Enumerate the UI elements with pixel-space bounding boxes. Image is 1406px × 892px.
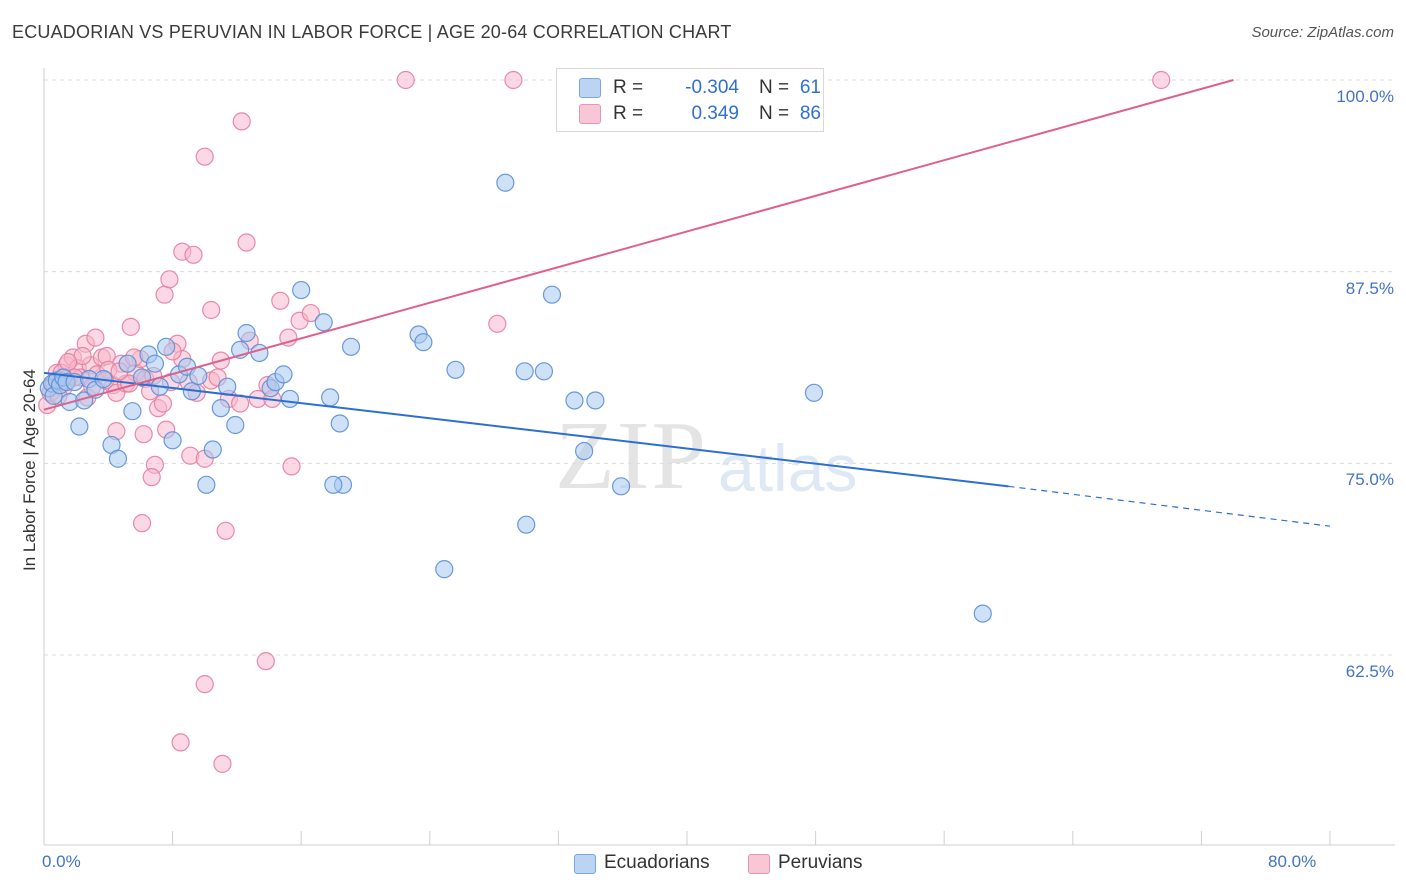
source-label: Source: ZipAtlas.com (1251, 24, 1394, 41)
y-tick-label: 87.5% (1345, 278, 1394, 298)
peruvian-point (121, 317, 140, 336)
peruvian-point (132, 514, 152, 533)
n-value-ecuadorians: 61 (799, 77, 821, 98)
ecuadorian-point (274, 365, 293, 384)
ecuadorian-point (70, 417, 89, 436)
peruvian-point (184, 245, 203, 264)
peruvian-point (86, 328, 105, 347)
peruvian-point (134, 425, 153, 444)
x-tick-label: 0.0% (42, 852, 81, 871)
peruvian-point (232, 112, 251, 131)
y-axis-label: In Labor Force | Age 20-64 (20, 369, 39, 571)
peruvian-point (195, 675, 214, 694)
peruvian-point (301, 303, 320, 323)
ecuadorian-point (973, 604, 992, 623)
peruvian-point (213, 754, 232, 773)
ecuadorian-point (123, 402, 142, 421)
ecuadorian-point (515, 362, 534, 381)
chart-title: ECUADORIAN VS PERUVIAN IN LABOR FORCE | … (12, 22, 732, 42)
ecuadorian-points (39, 173, 992, 623)
ecuadorian-point (611, 477, 631, 496)
ecuadorian-point (163, 431, 182, 450)
peruvian-trend-line (43, 79, 1234, 411)
ecuadorian-point (321, 388, 340, 407)
ecuadorian-point (189, 366, 208, 386)
ecuadorians-swatch (574, 854, 596, 874)
ecuadorian-point (446, 360, 465, 379)
ecuadorian-point (211, 399, 230, 418)
y-tick-label: 100.0% (1336, 87, 1394, 106)
ecuadorian-point (157, 337, 176, 356)
peruvian-point (396, 70, 415, 90)
ecuadorian-trend-extension (1008, 485, 1331, 527)
y-tick-label: 62.5% (1345, 662, 1394, 681)
ecuadorian-point (324, 475, 343, 494)
ecuadorian-point (237, 323, 256, 343)
ecuadorian-point (197, 475, 216, 494)
ecuadorian-point (534, 362, 554, 381)
ecuadorian-point (118, 354, 137, 373)
ecuadorian-point (218, 377, 237, 396)
ecuadorian-point (314, 313, 333, 332)
ecuadorian-point (203, 440, 222, 459)
peruvians-swatch (579, 104, 601, 124)
peruvian-point (59, 353, 78, 372)
r-label: R = (613, 77, 644, 98)
peruvian-points (38, 70, 1171, 773)
peruvian-point (195, 147, 214, 166)
ecuadorian-point (542, 285, 562, 304)
ecuadorian-point (586, 391, 605, 410)
ecuadorian-point (250, 343, 269, 363)
peruvian-point (504, 70, 523, 90)
ecuadorian-point (330, 414, 349, 433)
peruvian-point (216, 521, 235, 540)
ecuadorian-point (341, 337, 361, 356)
gridlines (44, 79, 1395, 656)
peruvian-point (237, 233, 256, 252)
ecuadorians-label: Ecuadorians (604, 852, 710, 873)
peruvian-point (256, 652, 275, 671)
ecuadorian-point (804, 383, 824, 402)
ecuadorian-point (280, 389, 300, 409)
peruvian-point (1152, 70, 1171, 90)
r-value-peruvians: 0.349 (691, 103, 739, 124)
trend-lines (43, 79, 1331, 527)
y-tick-label: 75.0% (1345, 470, 1394, 490)
peruvian-point (202, 300, 221, 320)
peruvians-label: Peruvians (778, 852, 863, 873)
ecuadorian-trend-line (43, 371, 1009, 488)
n-label: N = (759, 103, 790, 124)
correlation-legend: R = -0.304 N = 61 R = 0.349 N = 86 (556, 68, 824, 132)
ecuadorian-point (292, 280, 311, 300)
n-label: N = (759, 77, 790, 98)
ecuadorian-point (414, 333, 433, 352)
peruvian-point (279, 328, 298, 347)
ecuadorian-point (565, 391, 584, 410)
ecuadorian-point (575, 441, 594, 461)
ecuadorians-swatch (579, 78, 601, 98)
peruvian-point (282, 457, 301, 476)
peruvian-point (155, 285, 174, 304)
axes (43, 68, 1395, 846)
peruvian-point (160, 270, 179, 289)
watermark-atlas: atlas (718, 431, 858, 505)
peruvian-point (171, 733, 190, 752)
peruvian-point (142, 468, 161, 487)
ecuadorian-point (108, 449, 128, 468)
x-tick-label: 80.0% (1268, 852, 1317, 871)
ecuadorian-point (496, 173, 515, 192)
peruvian-point (271, 291, 290, 310)
peruvians-swatch (748, 854, 770, 874)
ecuadorian-point (435, 560, 454, 579)
peruvian-point (488, 314, 507, 333)
r-value-ecuadorians: -0.304 (685, 77, 739, 98)
ecuadorian-point (517, 515, 536, 534)
ecuadorian-point (145, 354, 165, 373)
r-label: R = (613, 103, 644, 124)
ecuadorian-point (226, 415, 245, 435)
peruvian-point (153, 394, 173, 413)
n-value-peruvians: 86 (799, 103, 821, 124)
